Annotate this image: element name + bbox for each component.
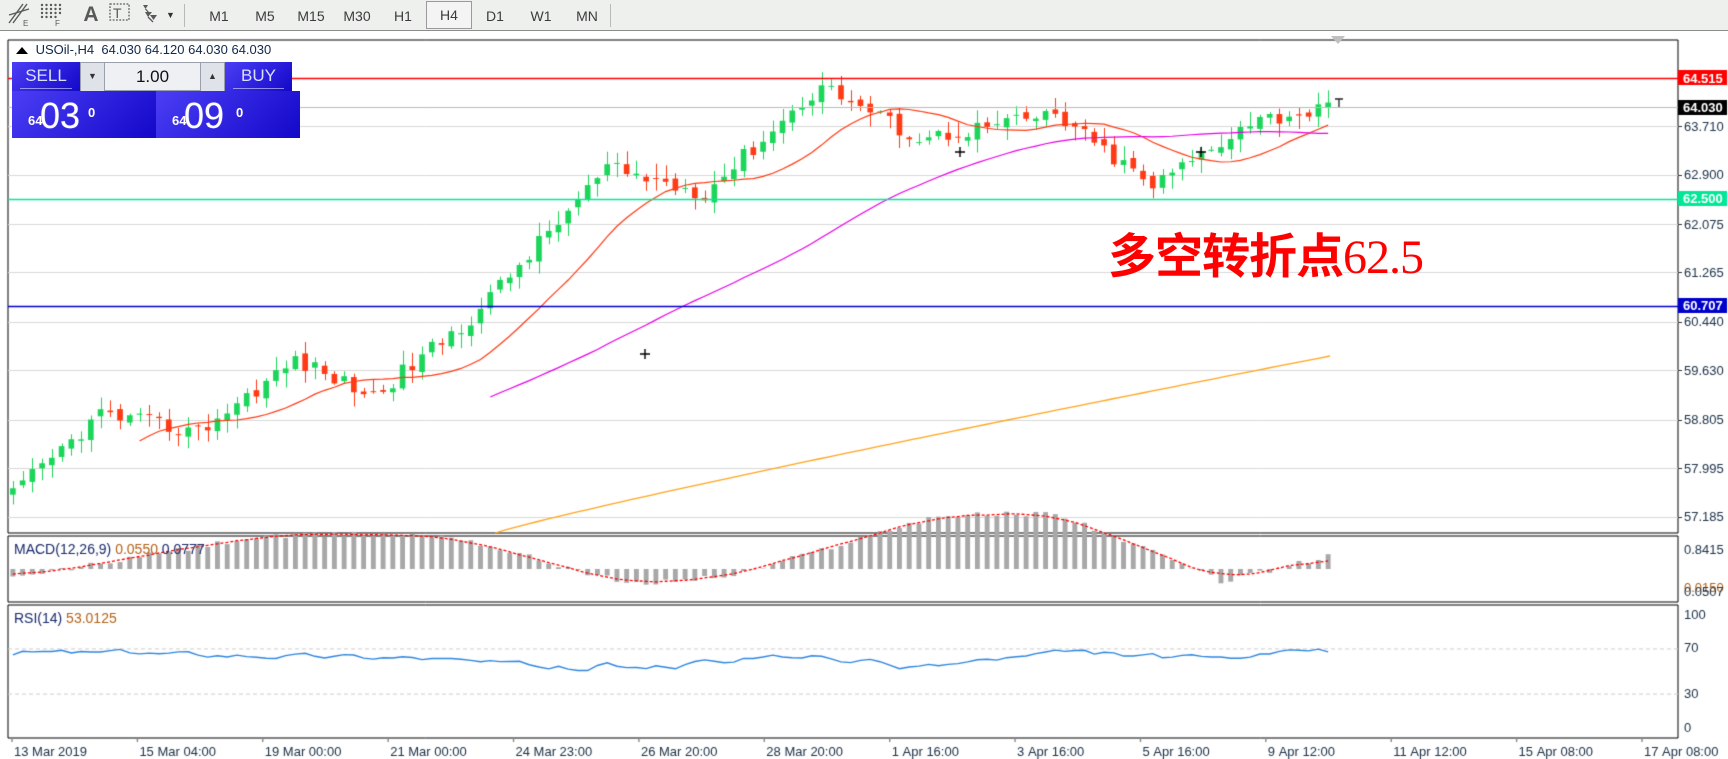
svg-text:E: E <box>23 19 28 28</box>
svg-text:T: T <box>113 5 122 21</box>
svg-text:F: F <box>55 19 60 28</box>
